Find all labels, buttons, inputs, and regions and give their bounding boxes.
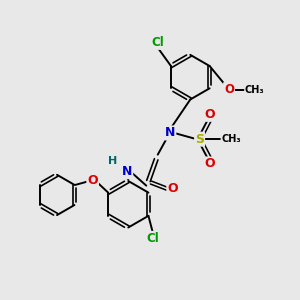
Text: Cl: Cl bbox=[147, 232, 160, 245]
Text: O: O bbox=[204, 108, 214, 121]
Text: CH₃: CH₃ bbox=[221, 134, 241, 144]
Text: O: O bbox=[224, 83, 234, 96]
Text: O: O bbox=[204, 158, 214, 170]
Text: Cl: Cl bbox=[152, 36, 164, 49]
Text: S: S bbox=[195, 133, 204, 146]
Text: O: O bbox=[167, 182, 178, 195]
Text: N: N bbox=[165, 127, 175, 140]
Text: O: O bbox=[87, 175, 98, 188]
Text: N: N bbox=[122, 165, 132, 178]
Text: H: H bbox=[108, 156, 117, 166]
Text: CH₃: CH₃ bbox=[245, 85, 265, 94]
